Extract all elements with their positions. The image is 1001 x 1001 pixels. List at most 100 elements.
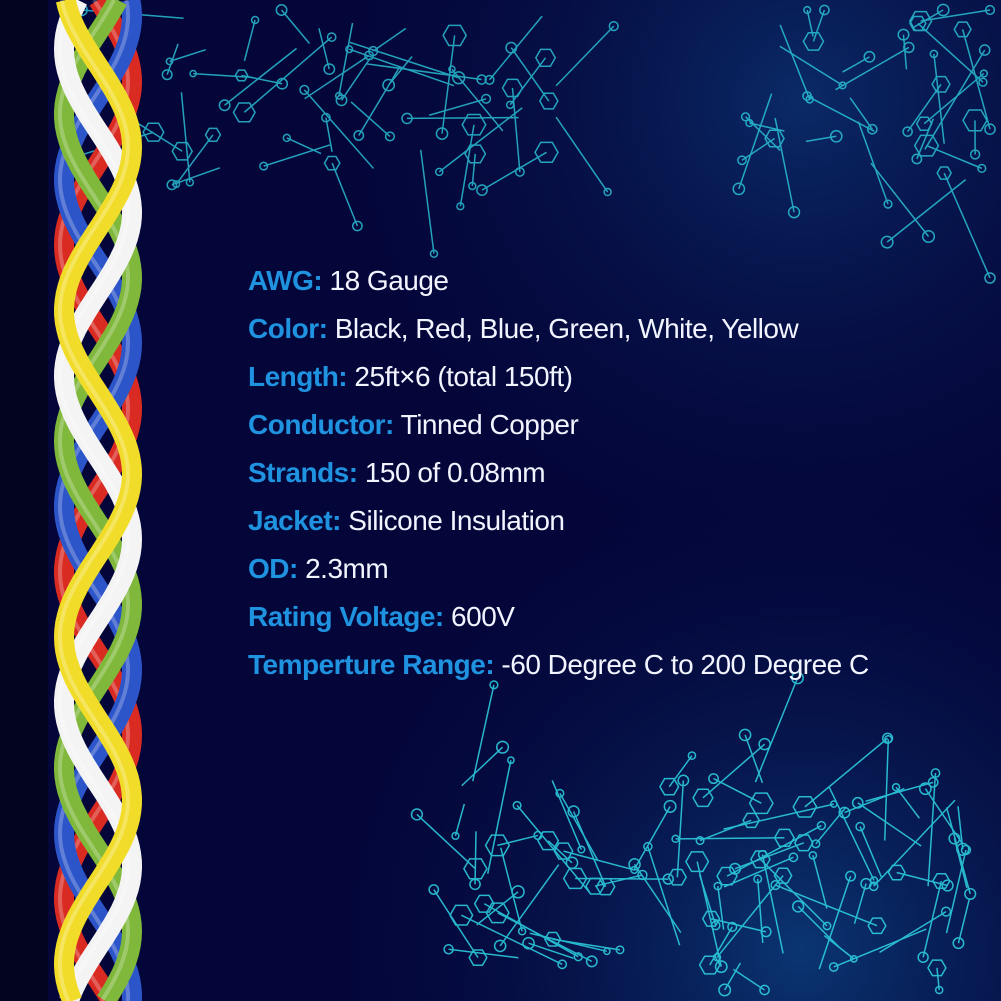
spec-value: 25ft×6 (total 150ft) [354, 361, 573, 392]
circuit-line [733, 968, 765, 991]
circuit-node [429, 249, 439, 258]
circuit-hexagon [534, 48, 557, 67]
circuit-hexagon [442, 24, 468, 47]
circuit-node [969, 149, 981, 160]
circuit-node [866, 123, 878, 135]
spec-value: 2.3mm [305, 553, 389, 584]
circuit-node [663, 799, 677, 813]
circuit-node [435, 127, 449, 140]
circuit-node [451, 831, 460, 841]
circuit-node [662, 873, 674, 885]
circuit-node [382, 78, 396, 92]
circuit-node [978, 77, 988, 87]
circuit-node [732, 182, 746, 196]
circuit-line [870, 162, 930, 237]
circuit-line [500, 847, 523, 932]
circuit-node [758, 737, 771, 751]
circuit-node [822, 921, 832, 931]
circuit-line [957, 806, 964, 850]
spec-color: Color: Black, Red, Blue, Green, White, Y… [248, 310, 869, 358]
circuit-line [879, 911, 947, 954]
circuit-line [459, 124, 475, 207]
circuit-node [978, 44, 991, 56]
circuit-line [668, 755, 693, 788]
circuit-line [451, 68, 504, 132]
circuit-line [924, 49, 986, 150]
circuit-node [952, 937, 965, 950]
circuit-node [282, 133, 292, 143]
spec-value: Black, Red, Blue, Green, White, Yellow [334, 313, 799, 344]
circuit-node [434, 167, 444, 177]
circuit-line [551, 780, 583, 850]
circuit-node [770, 880, 781, 891]
circuit-line [529, 932, 608, 953]
circuit-line [741, 137, 775, 161]
circuit-node [759, 984, 770, 996]
circuit-line [922, 880, 943, 958]
wire-highlight [57, 0, 131, 1001]
circuit-line [471, 153, 476, 187]
circuit-line [461, 746, 504, 787]
circuit-node [918, 782, 932, 796]
circuit-line [559, 792, 599, 861]
circuit-hexagon [544, 931, 562, 947]
circuit-node [671, 834, 680, 844]
circuit-line [797, 905, 840, 948]
circuit-line [280, 9, 311, 44]
circuit-hexagon [204, 127, 222, 142]
wire-strand [53, 0, 143, 1001]
spec-label: Rating Voltage: [248, 601, 444, 632]
circuit-node [352, 220, 363, 232]
circuit-line [448, 948, 519, 959]
circuit-node [517, 927, 527, 936]
circuit-node [737, 155, 747, 166]
circuit-node [984, 272, 996, 284]
circuit-node [259, 161, 269, 171]
circuit-line [325, 117, 333, 152]
circuit-line [804, 737, 889, 808]
circuit-hexagon [953, 21, 972, 38]
circuit-node [881, 732, 894, 744]
circuit-line [738, 93, 773, 190]
circuit-node [456, 202, 465, 211]
circuit-line [835, 46, 910, 91]
circuit-node [811, 839, 821, 849]
circuit-hexagon [867, 917, 887, 935]
circuit-hexagon [909, 15, 927, 32]
circuit-line [812, 9, 826, 42]
circuit-node [218, 99, 231, 112]
circuit-line [499, 864, 560, 947]
circuit-line [193, 72, 253, 79]
circuit-node [443, 944, 454, 955]
circuit-hexagon [793, 834, 814, 852]
circuit-hexagon [936, 166, 953, 180]
circuit-node [161, 69, 173, 81]
circuit-node [791, 671, 804, 685]
circuit-node [714, 960, 728, 974]
circuit-line [304, 54, 370, 100]
circuit-hexagon [461, 113, 487, 136]
circuit-line [883, 739, 890, 841]
circuit-line [428, 98, 487, 116]
circuit-line [907, 83, 942, 133]
circuit-node [869, 876, 879, 885]
circuit-line [957, 898, 971, 944]
spec-value: 150 of 0.08mm [364, 457, 546, 488]
circuit-line [340, 57, 371, 101]
circuit-line [676, 780, 685, 878]
circuit-node [353, 130, 365, 141]
spec-label: Strands: [248, 457, 358, 488]
circuit-line [454, 803, 466, 837]
circuit-line [438, 107, 523, 173]
circuit-node [829, 800, 838, 808]
circuit-line [945, 807, 971, 895]
circuit-line [243, 19, 256, 62]
spec-label: Length: [248, 361, 348, 392]
circuit-line [953, 838, 968, 889]
circuit-line [917, 22, 984, 83]
circuit-node [738, 728, 752, 742]
circuit-line [441, 35, 456, 134]
spec-temperature-range: Temperture Range: -60 Degree C to 200 De… [248, 646, 869, 694]
circuit-line [759, 858, 828, 927]
circuit-line [818, 875, 852, 970]
